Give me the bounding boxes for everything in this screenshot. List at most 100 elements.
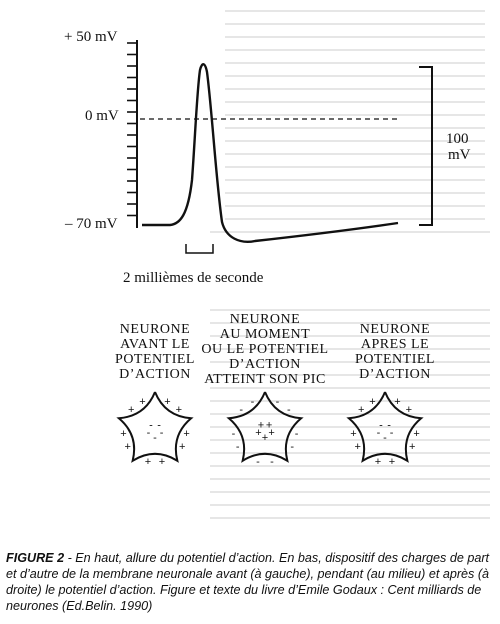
ghost-line xyxy=(225,36,485,38)
negative-charge: - xyxy=(147,427,151,439)
negative-charge: - xyxy=(236,441,240,453)
negative-charge: - xyxy=(377,427,381,439)
positive-charge: + xyxy=(120,428,126,440)
y-label-zero: 0 mV xyxy=(85,108,119,124)
action-potential-plot: ++-++-++-++ -++---+--+--+-- +--+++-++-++-+… xyxy=(116,40,433,468)
positive-charge: + xyxy=(145,456,151,468)
positive-charge: + xyxy=(262,432,268,444)
positive-charge: + xyxy=(389,456,395,468)
membrane-before xyxy=(116,391,194,463)
amplitude-label-unit: mV xyxy=(448,147,471,163)
positive-charge: + xyxy=(266,419,272,431)
negative-charge: - xyxy=(270,456,274,468)
neuron-title-after: NEURONE APRES LE POTENTIEL D’ACTION xyxy=(355,322,435,382)
negative-charge: - xyxy=(160,427,164,439)
ghost-line xyxy=(225,218,485,220)
ghost-line xyxy=(210,491,490,493)
ghost-line xyxy=(225,192,485,194)
ghost-line xyxy=(225,23,485,25)
y-label-plus-50: + 50 mV xyxy=(64,29,118,45)
positive-charge: + xyxy=(176,404,182,416)
action-potential-figure: + + - + + - + + - + + - + + - - - + - - + - - + - - + - - + + + - + + - + + - +… xyxy=(64,29,471,468)
action-potential-curve xyxy=(142,63,399,243)
amplitude-bracket xyxy=(419,66,433,226)
negative-charge: - xyxy=(287,404,291,416)
positive-charge: + xyxy=(394,396,400,408)
neuron-diagrams: ++-++-++-++ -++---+--+--+-- +--+++-++-++-+… xyxy=(116,391,424,468)
positive-charge: + xyxy=(258,419,264,431)
ghost-line xyxy=(210,322,490,324)
positive-charge: + xyxy=(358,404,364,416)
positive-charge: + xyxy=(179,441,185,453)
ghost-line xyxy=(210,348,490,350)
ghost-line xyxy=(210,309,490,311)
ghost-line xyxy=(225,114,485,116)
positive-charge: + xyxy=(268,427,274,439)
negative-charge: - xyxy=(387,419,391,431)
ghost-line xyxy=(225,205,485,207)
ghost-line xyxy=(210,387,490,389)
ghost-line xyxy=(225,10,485,12)
positive-charge: + xyxy=(159,456,165,468)
positive-charge: + xyxy=(255,427,261,439)
y-axis-ticks xyxy=(127,42,137,217)
ghost-line xyxy=(210,335,490,337)
figure-caption: FIGURE 2 - En haut, allure du potentiel … xyxy=(6,550,494,614)
positive-charge: + xyxy=(125,441,131,453)
caption-text: - En haut, allure du potentiel d’action.… xyxy=(6,551,490,613)
ghost-line xyxy=(210,231,490,233)
membrane-after xyxy=(346,391,424,463)
negative-charge: - xyxy=(149,419,153,431)
positive-charge: + xyxy=(369,396,375,408)
ghost-line xyxy=(210,504,490,506)
negative-charge: - xyxy=(153,432,157,444)
background-bleed-text xyxy=(210,10,490,519)
ghost-line xyxy=(225,101,485,103)
ghost-line xyxy=(225,166,485,168)
positive-charge: + xyxy=(355,441,361,453)
negative-charge: - xyxy=(251,396,255,408)
y-label-minus-70: – 70 mV xyxy=(65,216,118,232)
ghost-line xyxy=(210,361,490,363)
negative-charge: - xyxy=(379,419,383,431)
negative-charge: - xyxy=(295,428,299,440)
ghost-line xyxy=(225,127,485,129)
negative-charge: - xyxy=(232,428,236,440)
positive-charge: + xyxy=(139,396,145,408)
negative-charge: - xyxy=(239,404,243,416)
neuron-title-before: NEURONE AVANT LE POTENTIEL D’ACTION xyxy=(115,322,195,382)
ghost-line xyxy=(225,75,485,77)
time-scale-bracket xyxy=(185,244,214,254)
negative-charge: - xyxy=(157,419,161,431)
ghost-line xyxy=(225,62,485,64)
ghost-line xyxy=(225,140,485,142)
positive-charge: + xyxy=(183,428,189,440)
ghost-line xyxy=(210,452,490,454)
neuron-title-peak: NEURONE AU MOMENT OU LE POTENTIEL D’ACTI… xyxy=(201,312,329,387)
ghost-line xyxy=(210,439,490,441)
ghost-line xyxy=(210,465,490,467)
positive-charge: + xyxy=(375,456,381,468)
ghost-line xyxy=(225,88,485,90)
ghost-line xyxy=(210,374,490,376)
positive-charge: + xyxy=(409,441,415,453)
ghost-line xyxy=(210,413,490,415)
positive-charge: + xyxy=(350,428,356,440)
negative-charge: - xyxy=(256,456,260,468)
negative-charge: - xyxy=(290,441,294,453)
ghost-line xyxy=(225,153,485,155)
ghost-line xyxy=(210,426,490,428)
ghost-line xyxy=(225,49,485,51)
time-scale-label: 2 millièmes de seconde xyxy=(123,270,264,286)
positive-charge: + xyxy=(413,428,419,440)
negative-charge: - xyxy=(276,396,280,408)
ghost-line xyxy=(210,400,490,402)
caption-figure-label: FIGURE 2 xyxy=(6,551,65,565)
negative-charge: - xyxy=(383,432,387,444)
positive-charge: + xyxy=(406,404,412,416)
negative-charge: - xyxy=(390,427,394,439)
ghost-line xyxy=(210,517,490,519)
ghost-line xyxy=(225,179,485,181)
amplitude-label-value: 100 xyxy=(446,131,469,147)
positive-charge: + xyxy=(164,396,170,408)
